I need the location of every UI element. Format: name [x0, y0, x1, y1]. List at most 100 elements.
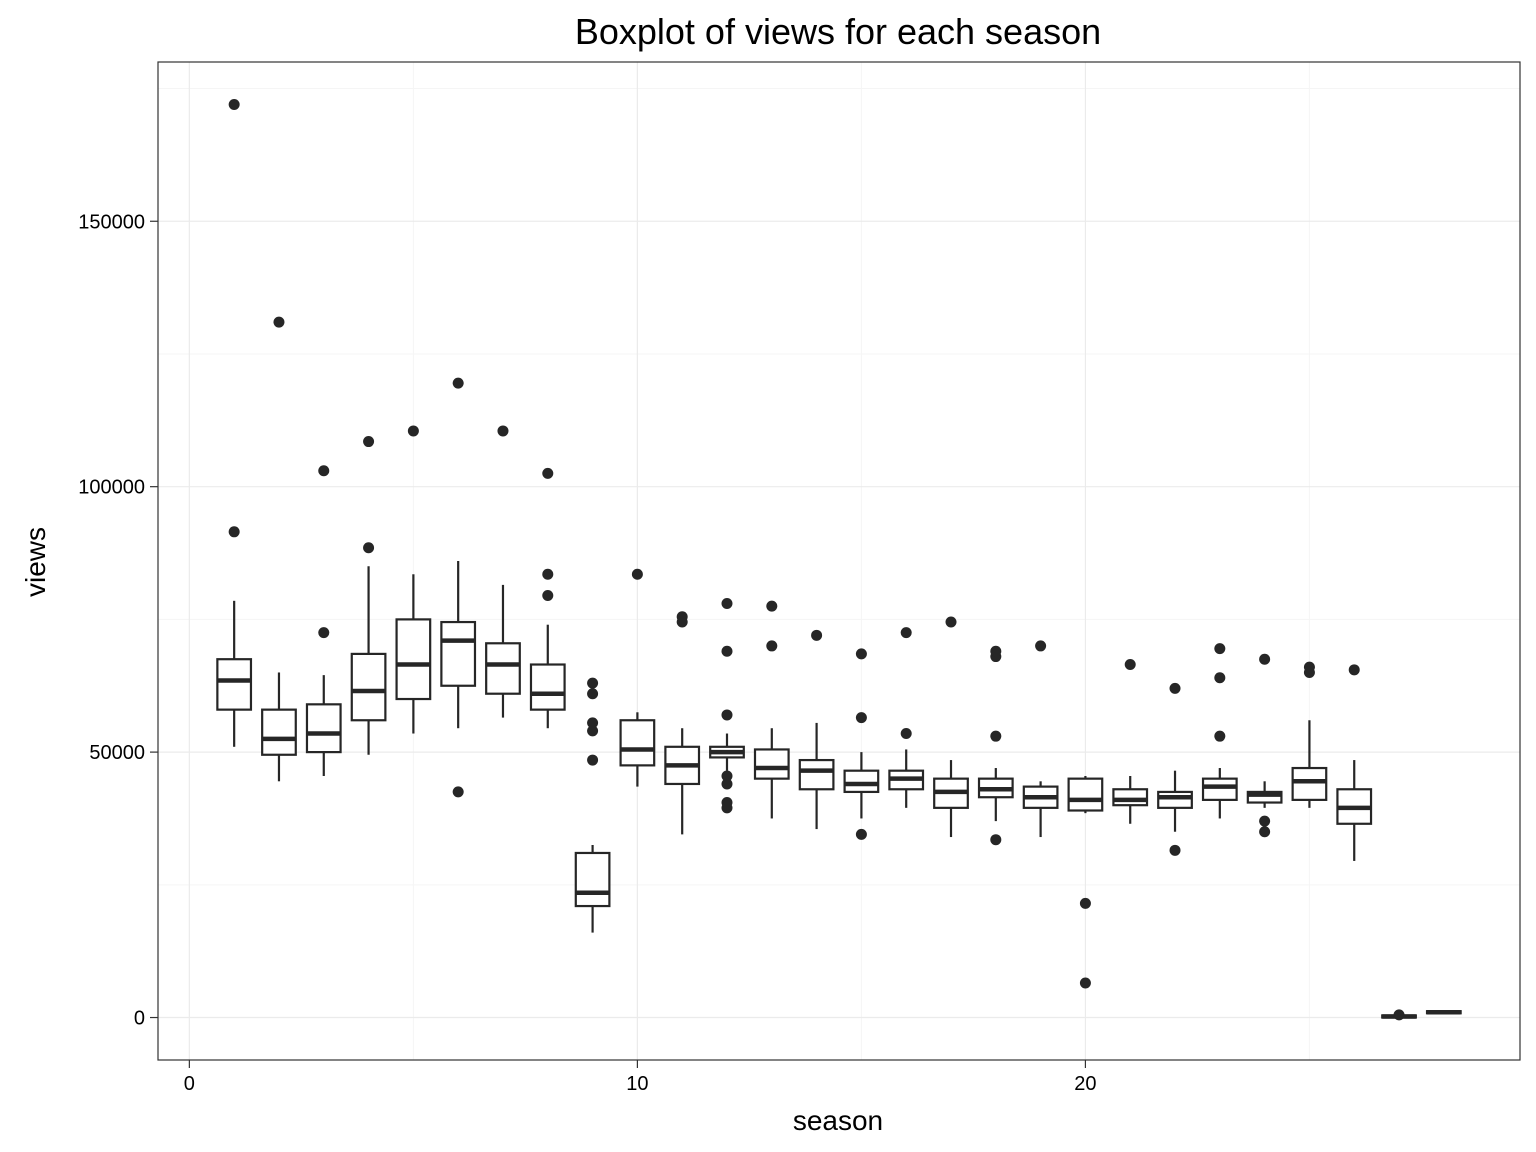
box	[350, 652, 387, 722]
box-season-6	[440, 377, 477, 798]
outlier-point	[363, 542, 375, 554]
outlier-point	[542, 568, 554, 580]
outlier-point	[676, 611, 688, 623]
outlier-point	[587, 717, 599, 729]
panel-border	[157, 61, 1521, 1061]
box-season-24	[1246, 653, 1283, 838]
outlier-point	[1214, 672, 1226, 684]
outlier-point	[945, 616, 957, 628]
box	[305, 703, 342, 754]
outlier-point	[1079, 977, 1091, 989]
box-season-16	[888, 627, 925, 808]
outlier-point	[1259, 826, 1271, 838]
outlier-point	[407, 425, 419, 437]
box-season-8	[529, 467, 566, 729]
outlier-point	[1035, 640, 1047, 652]
box	[440, 620, 477, 687]
box-season-3	[305, 465, 342, 776]
box	[798, 758, 835, 791]
major-gridlines	[158, 62, 1520, 1060]
y-tick-label: 150000	[78, 211, 145, 233]
x-axis-title: season	[793, 1105, 883, 1136]
outlier-point	[318, 465, 330, 477]
box	[395, 618, 432, 701]
box-season-4	[350, 436, 387, 755]
box	[261, 708, 297, 756]
x-axis: 0 10 20	[184, 1060, 1097, 1095]
outlier-point	[587, 754, 599, 766]
box	[1246, 790, 1283, 804]
x-tick-label: 10	[626, 1073, 648, 1095]
box	[843, 769, 880, 794]
box-season-22	[1157, 682, 1193, 856]
outlier-point	[363, 436, 375, 448]
outlier-point	[855, 828, 867, 840]
outlier-point	[1303, 661, 1315, 673]
outlier-point	[228, 98, 240, 110]
box-season-26	[1336, 664, 1373, 861]
y-tick-label: 100000	[78, 477, 145, 499]
outlier-point	[1169, 844, 1181, 856]
outlier-point	[587, 725, 599, 737]
y-axis: 0 50000 100000 150000	[78, 211, 158, 1030]
outlier-point	[855, 712, 867, 724]
box-season-15	[843, 648, 880, 840]
box-season-10	[619, 568, 656, 787]
box-season-14	[798, 629, 835, 830]
box	[574, 851, 611, 908]
box	[1112, 788, 1149, 807]
outlier-point	[1348, 664, 1360, 676]
box-season-12	[709, 597, 745, 814]
outlier-point	[273, 316, 285, 328]
outlier-point	[721, 597, 733, 609]
box-season-19	[1022, 640, 1059, 838]
outlier-point	[721, 797, 733, 809]
outlier-point	[1214, 730, 1226, 742]
y-tick-label: 0	[134, 1008, 145, 1030]
outlier-point	[900, 627, 912, 639]
chart-title: Boxplot of views for each season	[575, 11, 1101, 52]
box	[753, 748, 790, 780]
box-season-17	[933, 616, 969, 838]
outlier-point	[1259, 653, 1271, 665]
outlier-point	[990, 645, 1002, 657]
box	[619, 719, 656, 767]
box-season-1	[216, 98, 253, 747]
outlier-point	[766, 600, 778, 612]
outlier-point	[1259, 815, 1271, 827]
box-season-25	[1291, 661, 1328, 808]
x-tick-label: 0	[184, 1073, 195, 1095]
outlier-point	[900, 728, 912, 740]
outlier-point	[497, 425, 509, 437]
outlier-point	[542, 467, 554, 479]
box-season-11	[664, 611, 701, 835]
box-season-18	[977, 645, 1014, 846]
outlier-point	[228, 526, 240, 538]
outlier-point	[587, 688, 599, 700]
box	[485, 642, 521, 695]
outlier-point	[721, 709, 733, 721]
minor-gridlines	[158, 62, 1520, 1060]
box-season-20	[1067, 775, 1104, 989]
outlier-point	[855, 648, 867, 660]
y-tick-label: 50000	[89, 742, 145, 764]
box-season-7	[485, 425, 521, 718]
box-season-23	[1201, 643, 1238, 819]
box-season-2	[261, 316, 297, 782]
outlier-point	[452, 786, 464, 798]
y-axis-title: views	[20, 527, 51, 597]
outlier-point	[542, 590, 554, 602]
box	[529, 663, 566, 711]
box-season-5	[395, 425, 432, 734]
outlier-point	[587, 677, 599, 689]
box-season-9	[574, 677, 611, 933]
outlier-point	[1079, 897, 1091, 909]
outlier-point	[811, 629, 823, 641]
box	[1157, 790, 1193, 809]
outlier-point	[766, 640, 778, 652]
x-tick-label: 20	[1074, 1073, 1096, 1095]
outlier-point	[1393, 1009, 1405, 1021]
box-season-21	[1112, 659, 1149, 824]
box-season-28	[1425, 1009, 1462, 1015]
